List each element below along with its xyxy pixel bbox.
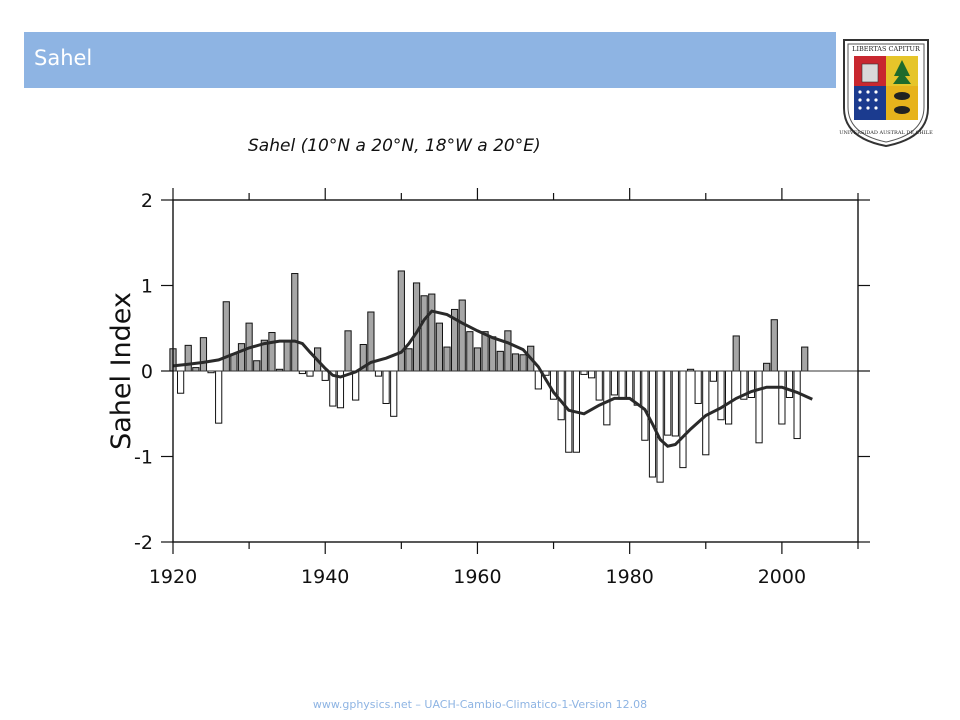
bar-1955 bbox=[435, 322, 443, 372]
bar-1962 bbox=[489, 336, 497, 372]
bar-1974 bbox=[580, 370, 588, 375]
bar-1960 bbox=[473, 347, 482, 372]
bar-1950 bbox=[397, 270, 405, 372]
bar-1987 bbox=[679, 370, 687, 469]
bar-1971 bbox=[557, 370, 565, 421]
bar-1993 bbox=[725, 370, 733, 425]
animals-quarter bbox=[886, 86, 918, 120]
bar-1989 bbox=[694, 370, 702, 404]
bar-1978 bbox=[610, 370, 619, 396]
bar-1948 bbox=[382, 370, 390, 404]
bar-1922 bbox=[184, 344, 192, 372]
bar-1947 bbox=[374, 370, 383, 377]
bar-1956 bbox=[443, 346, 451, 372]
bar-1931 bbox=[253, 360, 261, 372]
bar-1936 bbox=[291, 273, 299, 372]
bar-1954 bbox=[428, 293, 436, 372]
smooth-curve bbox=[172, 309, 813, 448]
bar-2002 bbox=[793, 370, 801, 440]
bar-1968 bbox=[534, 370, 542, 390]
bar-1994 bbox=[732, 335, 740, 372]
bar-1951 bbox=[405, 348, 413, 372]
bar-2003 bbox=[801, 346, 809, 372]
bar-1953 bbox=[420, 295, 428, 372]
y-tick-label: 1 bbox=[141, 276, 153, 298]
tree-icon bbox=[893, 60, 911, 84]
bar-1928 bbox=[230, 353, 238, 372]
bar-1924 bbox=[199, 337, 208, 372]
x-tick-label: 1980 bbox=[605, 566, 653, 588]
bar-1949 bbox=[390, 370, 398, 417]
bar-1926 bbox=[215, 370, 223, 424]
bar-1921 bbox=[177, 370, 185, 394]
bar-1980 bbox=[626, 370, 634, 400]
y-tick-label: 0 bbox=[141, 361, 153, 383]
bar-1991 bbox=[709, 370, 717, 382]
bar-1929 bbox=[237, 343, 246, 372]
slide-title: Sahel bbox=[34, 46, 93, 70]
x-tick-label: 1940 bbox=[301, 566, 349, 588]
x-tick-label: 2000 bbox=[758, 566, 806, 588]
logo-university: UNIVERSIDAD AUSTRAL DE CHILE bbox=[839, 130, 933, 136]
bar-1981 bbox=[633, 370, 641, 406]
bar-1999 bbox=[770, 319, 778, 372]
bar-1963 bbox=[496, 350, 504, 372]
castle-icon bbox=[861, 63, 879, 83]
animal-icon bbox=[894, 92, 910, 100]
bar-1943 bbox=[344, 330, 352, 372]
bar-1966 bbox=[519, 354, 527, 372]
bar-1964 bbox=[504, 330, 512, 372]
x-tick-label: 1920 bbox=[149, 566, 197, 588]
y-tick-label: -1 bbox=[134, 447, 153, 469]
bar-2001 bbox=[785, 370, 794, 399]
bar-1935 bbox=[283, 340, 291, 372]
bar-1979 bbox=[618, 370, 626, 400]
university-logo: LIBERTAS CAPITUR UNIVERSIDAD AUSTRAL DE … bbox=[839, 39, 933, 148]
bar-1927 bbox=[222, 301, 230, 372]
bar-1923 bbox=[192, 367, 200, 372]
y-tick-label: 2 bbox=[141, 190, 153, 212]
bar-1997 bbox=[755, 370, 763, 444]
header-bar: Sahel bbox=[24, 32, 836, 88]
bar-1986 bbox=[671, 370, 679, 437]
ticks-group: 1920 1940 1960 1980 2000 -2 -1 0 1 2 bbox=[134, 188, 870, 588]
y-axis-label: Sahel Index bbox=[106, 292, 137, 450]
logo-motto: LIBERTAS CAPITUR bbox=[852, 45, 921, 53]
bar-1944 bbox=[352, 370, 360, 401]
y-tick-label: -2 bbox=[134, 532, 153, 554]
bar-1985 bbox=[664, 370, 672, 436]
bar-1976 bbox=[595, 370, 603, 401]
bars-group bbox=[169, 270, 809, 483]
bar-1992 bbox=[717, 370, 725, 421]
star-icons bbox=[858, 90, 878, 110]
bar-1975 bbox=[588, 370, 596, 379]
x-tick-label: 1960 bbox=[453, 566, 501, 588]
bar-1982 bbox=[641, 370, 649, 441]
animal-icon-2 bbox=[894, 106, 910, 114]
bar-1965 bbox=[511, 353, 520, 372]
bar-1984 bbox=[656, 370, 664, 483]
bar-1938 bbox=[306, 370, 314, 377]
bar-1977 bbox=[603, 370, 611, 426]
bar-1958 bbox=[458, 299, 466, 372]
bar-2000 bbox=[778, 370, 786, 425]
bar-1961 bbox=[481, 331, 489, 372]
bar-1933 bbox=[268, 332, 276, 372]
footer-text: www.gphysics.net – UACH-Cambio-Climatico… bbox=[312, 698, 648, 711]
bar-1959 bbox=[466, 331, 474, 372]
bar-1998 bbox=[763, 362, 771, 372]
chart-title: Sahel (10°N a 20°N, 18°W a 20°E) bbox=[248, 136, 541, 156]
